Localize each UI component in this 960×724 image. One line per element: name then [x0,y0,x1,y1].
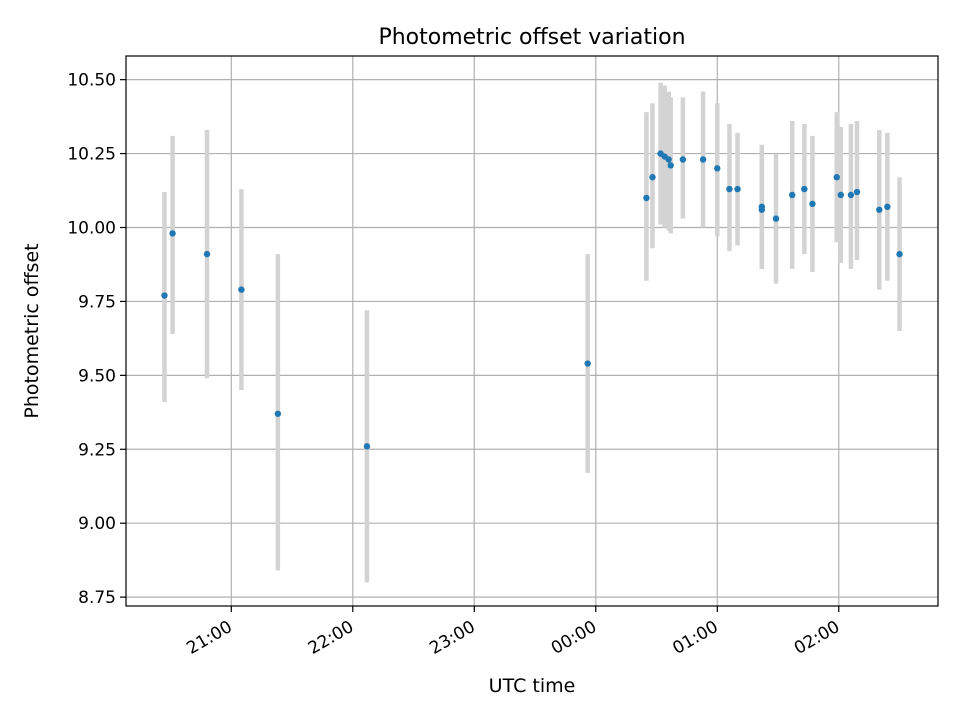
data-point [643,194,650,202]
data-point [876,206,883,213]
x-tick-label: 02:00 [791,617,843,659]
x-tick-label: 01:00 [669,617,721,659]
y-axis-label: Photometric offset [21,243,43,418]
y-tick-label: 9.50 [78,366,116,386]
error-bars [162,82,902,583]
y-tick-label: 9.00 [78,514,116,534]
y-tick-label: 9.25 [78,440,116,460]
data-point [649,174,656,181]
y-tick-label: 10.25 [67,145,116,165]
data-point [363,443,371,450]
data-point [772,215,780,222]
y-tick-label: 8.75 [78,588,116,608]
data-point [809,200,816,208]
data-point [758,206,766,213]
x-tick-label: 00:00 [548,617,600,659]
data-point [896,250,903,258]
data-point [853,188,861,196]
x-tick-label: 22:00 [305,617,357,659]
data-point [884,203,891,211]
data-point [238,286,245,293]
y-axis-ticks: 8.75 9.00 9.25 9.50 9.75 10.00 10.25 10.50 [67,71,126,608]
data-points [161,150,903,450]
y-tick-label: 9.75 [78,292,116,312]
data-point [726,185,733,193]
data-point [699,156,707,163]
chart-title: Photometric offset variation [378,25,685,50]
data-point [801,185,808,193]
data-point [203,250,211,258]
data-point [584,360,591,367]
data-point [274,410,282,417]
plot-frame [125,55,939,607]
grid [126,56,938,606]
y-tick-label: 10.00 [67,219,116,239]
data-point [679,156,687,163]
data-point [665,156,672,163]
data-point [837,191,845,199]
data-point [161,292,168,299]
x-axis-label: UTC time [489,675,576,697]
data-point [714,165,721,172]
y-tick-label: 10.50 [67,71,116,91]
data-point [847,191,855,199]
x-tick-label: 21:00 [183,617,235,659]
data-point [789,191,796,199]
x-tick-label: 23:00 [426,617,478,659]
x-axis-ticks: 21:00 22:00 23:00 00:00 01:00 02:00 [183,606,843,659]
data-point [734,185,741,193]
data-point [667,162,674,169]
data-point [169,230,176,237]
data-point [833,174,840,181]
